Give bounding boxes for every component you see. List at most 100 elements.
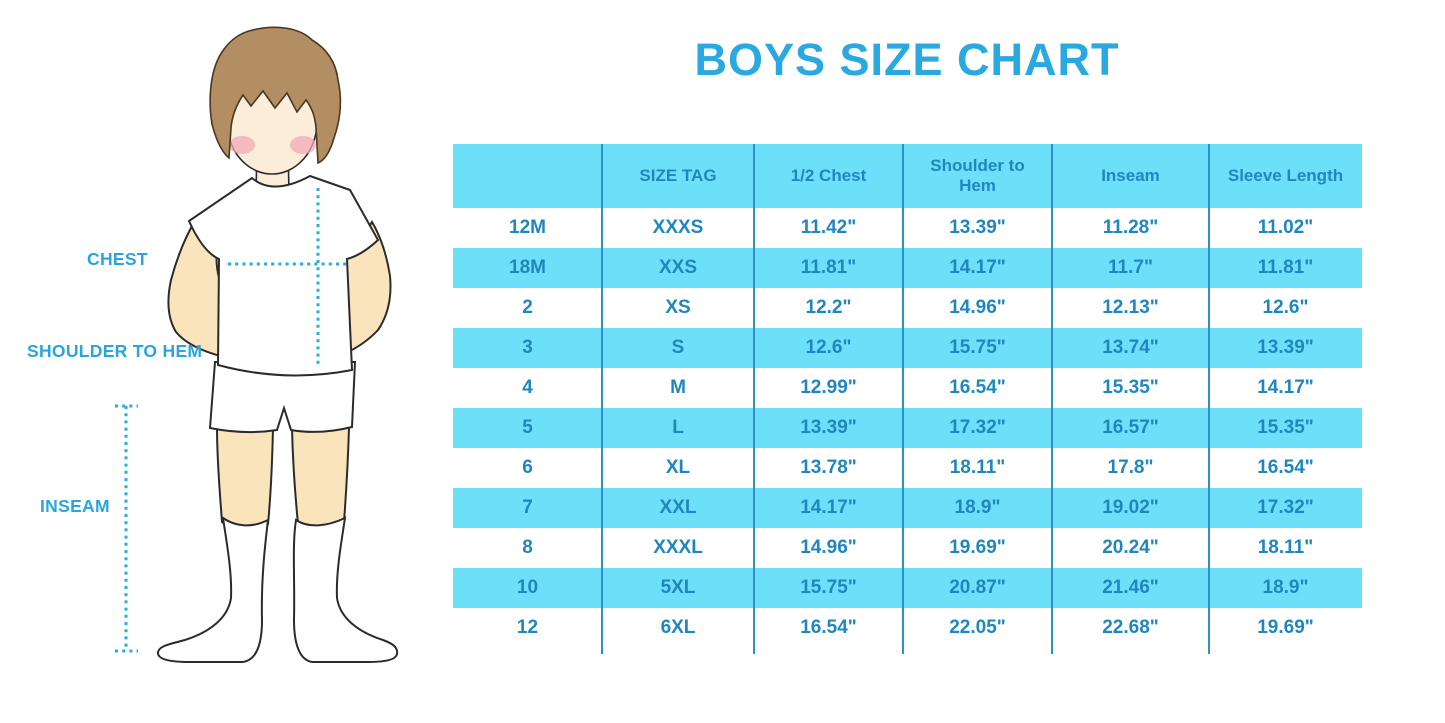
table-row: 18M XXS 11.81" 14.17" 11.7" 11.81" — [453, 248, 1362, 288]
left-leg-shape — [215, 427, 275, 533]
size-tag-cell: XXL — [602, 488, 754, 528]
column-divider — [1208, 144, 1210, 654]
half-chest-cell: 11.81" — [754, 248, 903, 288]
table-row: 12M XXXS 11.42" 13.39" 11.28" 11.02" — [453, 208, 1362, 248]
sleeve-length-cell: 11.81" — [1209, 248, 1362, 288]
half-chest-cell: 14.96" — [800, 537, 857, 558]
half-chest-cell: 13.39" — [754, 408, 903, 448]
sleeve-length-cell: 12.6" — [1262, 297, 1309, 318]
shoulder-to-hem-cell: 17.32" — [903, 408, 1052, 448]
half-chest-cell: 12.2" — [805, 297, 852, 318]
inseam-column-header: Inseam — [1052, 144, 1209, 208]
size-tag-cell: XXXL — [653, 537, 703, 558]
table-row: 6 XL 13.78" 18.11" 17.8" 16.54" — [453, 448, 1362, 488]
size-tag-cell: XXS — [602, 248, 754, 288]
inseam-label: INSEAM — [40, 496, 110, 516]
size-tag-column-header: SIZE TAG — [602, 144, 754, 208]
inseam-cell: 11.7" — [1052, 248, 1209, 288]
sleeve-length-cell: 19.69" — [1257, 617, 1314, 638]
sleeve-length-cell: 18.9" — [1209, 568, 1362, 608]
size-cell: 6 — [522, 457, 533, 478]
column-divider — [601, 144, 603, 654]
right-leg-shape — [290, 427, 351, 533]
table-row: 12 6XL 16.54" 22.05" 22.68" 19.69" — [453, 608, 1362, 648]
size-tag-cell: 5XL — [602, 568, 754, 608]
inseam-cell: 19.02" — [1052, 488, 1209, 528]
shoulder-to-hem-cell: 22.05" — [949, 617, 1006, 638]
size-cell: 2 — [522, 297, 533, 318]
table-row: 4 M 12.99" 16.54" 15.35" 14.17" — [453, 368, 1362, 408]
size-column-header — [453, 144, 602, 208]
shoulder-to-hem-cell: 14.17" — [903, 248, 1052, 288]
sleeve-length-cell: 16.54" — [1257, 457, 1314, 478]
size-cell: 12M — [509, 217, 546, 238]
blush-left — [229, 136, 255, 154]
sleeve-length-cell: 18.11" — [1257, 537, 1314, 558]
column-divider — [1051, 144, 1053, 654]
size-cell: 5 — [453, 408, 602, 448]
inseam-cell: 11.28" — [1102, 217, 1159, 238]
table-row: 2 XS 12.2" 14.96" 12.13" 12.6" — [453, 288, 1362, 328]
shoulder-to-hem-cell: 20.87" — [903, 568, 1052, 608]
half-chest-cell: 12.6" — [754, 328, 903, 368]
size-tag-cell: XS — [665, 297, 691, 318]
shoulder-to-hem-cell: 14.96" — [949, 297, 1006, 318]
sleeve-length-cell: 11.02" — [1257, 217, 1314, 238]
table-header-row: SIZE TAG 1/2 Chest Shoulder to Hem Insea… — [453, 144, 1362, 208]
table-row: 10 5XL 15.75" 20.87" 21.46" 18.9" — [453, 568, 1362, 608]
size-cell: 4 — [522, 377, 533, 398]
blush-right — [290, 136, 316, 154]
hair-shape — [209, 26, 342, 165]
size-tag-cell: 6XL — [660, 617, 696, 638]
size-tag-cell: M — [670, 377, 686, 398]
inseam-cell: 15.35" — [1102, 377, 1159, 398]
inseam-cell: 13.74" — [1052, 328, 1209, 368]
size-table: SIZE TAG 1/2 Chest Shoulder to Hem Insea… — [453, 144, 1362, 648]
size-tag-cell: XL — [665, 457, 691, 478]
shoulder-to-hem-cell: 15.75" — [903, 328, 1052, 368]
size-cell: 7 — [453, 488, 602, 528]
shoulder-to-hem-cell: 18.11" — [949, 457, 1006, 478]
shoulder-to-hem-cell: 18.9" — [903, 488, 1052, 528]
tshirt-shape — [187, 174, 380, 377]
inseam-cell: 16.57" — [1052, 408, 1209, 448]
sleeve-length-cell: 17.32" — [1209, 488, 1362, 528]
half-chest-cell: 16.54" — [800, 617, 857, 638]
page-title: BOYS SIZE CHART — [694, 34, 1120, 85]
size-tag-cell: S — [602, 328, 754, 368]
size-cell: 18M — [453, 248, 602, 288]
half-chest-cell: 14.17" — [754, 488, 903, 528]
shoulder-to-hem-cell: 16.54" — [949, 377, 1006, 398]
shoulder-to-hem-label: SHOULDER TO HEM — [27, 341, 203, 361]
boy-illustration — [115, 26, 399, 663]
table-row: 8 XXXL 14.96" 19.69" 20.24" 18.11" — [453, 528, 1362, 568]
size-tag-cell: L — [602, 408, 754, 448]
half-chest-cell: 15.75" — [754, 568, 903, 608]
right-sock-shape — [292, 516, 399, 663]
half-chest-cell: 12.99" — [800, 377, 857, 398]
sleeve-length-cell: 13.39" — [1209, 328, 1362, 368]
size-cell: 8 — [522, 537, 533, 558]
sleeve-length-cell: 14.17" — [1257, 377, 1314, 398]
table-row: 5 L 13.39" 17.32" 16.57" 15.35" — [453, 408, 1362, 448]
table-row: 7 XXL 14.17" 18.9" 19.02" 17.32" — [453, 488, 1362, 528]
shoulder-to-hem-column-header: Shoulder to Hem — [903, 144, 1052, 208]
inseam-cell: 17.8" — [1107, 457, 1154, 478]
inseam-cell: 21.46" — [1052, 568, 1209, 608]
chest-label: CHEST — [87, 249, 148, 269]
inseam-cell: 22.68" — [1102, 617, 1159, 638]
inseam-cell: 20.24" — [1102, 537, 1159, 558]
sleeve-length-cell: 15.35" — [1209, 408, 1362, 448]
size-tag-cell: XXXS — [652, 217, 704, 238]
half-chest-column-header: 1/2 Chest — [754, 144, 903, 208]
shorts-shape — [208, 361, 357, 434]
table-row: 3 S 12.6" 15.75" 13.74" 13.39" — [453, 328, 1362, 368]
shoulder-to-hem-cell: 13.39" — [949, 217, 1006, 238]
inseam-cell: 12.13" — [1102, 297, 1159, 318]
size-cell: 12 — [516, 617, 539, 638]
size-cell: 10 — [453, 568, 602, 608]
shoulder-to-hem-cell: 19.69" — [949, 537, 1006, 558]
sleeve-length-column-header: Sleeve Length — [1209, 144, 1362, 208]
half-chest-cell: 13.78" — [800, 457, 857, 478]
